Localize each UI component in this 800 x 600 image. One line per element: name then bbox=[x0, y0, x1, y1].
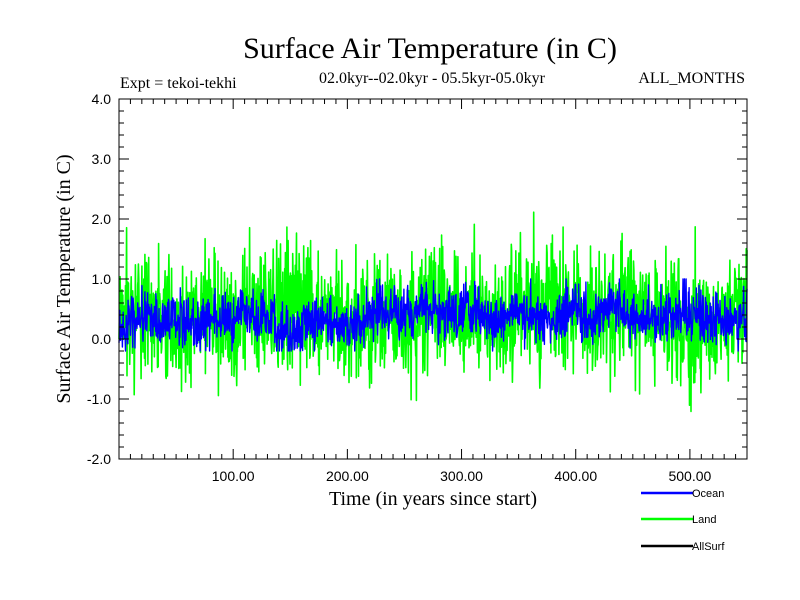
x-axis-label: Time (in years since start) bbox=[329, 488, 537, 510]
x-tick-label: 300.00 bbox=[440, 468, 483, 484]
legend: Ocean Land AllSurf bbox=[641, 488, 725, 553]
subtitle-center: 02.0kyr--02.0kyr - 05.5kyr-05.0kyr bbox=[319, 70, 546, 87]
series-layer bbox=[118, 211, 748, 413]
y-tick-label: 4.0 bbox=[92, 91, 112, 107]
y-tick-label: 3.0 bbox=[92, 151, 112, 167]
y-tick-label: 2.0 bbox=[92, 211, 112, 227]
x-tick-label: 400.00 bbox=[554, 468, 597, 484]
legend-label-land: Land bbox=[692, 514, 716, 526]
legend-label-ocean: Ocean bbox=[692, 488, 724, 500]
y-tick-label: 0.0 bbox=[92, 331, 112, 347]
legend-label-allsurf: AllSurf bbox=[692, 541, 725, 553]
x-tick-label: 500.00 bbox=[668, 468, 711, 484]
axis-layer: -2.0 -1.0 0.0 1.0 2.0 3.0 4.0 100.00 200.00 300.0… bbox=[87, 91, 747, 484]
subtitle-right: ALL_MONTHS bbox=[638, 70, 745, 87]
x-tick-label: 100.00 bbox=[212, 468, 255, 484]
series-ocean-line bbox=[118, 278, 748, 352]
chart-title: Surface Air Temperature (in C) bbox=[243, 32, 617, 65]
y-tick-label: 1.0 bbox=[92, 271, 112, 287]
y-tick-label: -1.0 bbox=[87, 391, 111, 407]
y-tick-label: -2.0 bbox=[87, 451, 111, 467]
subtitle-left: Expt = tekoi-tekhi bbox=[120, 75, 237, 92]
y-axis-label: Surface Air Temperature (in C) bbox=[53, 154, 75, 403]
x-tick-label: 200.00 bbox=[326, 468, 369, 484]
